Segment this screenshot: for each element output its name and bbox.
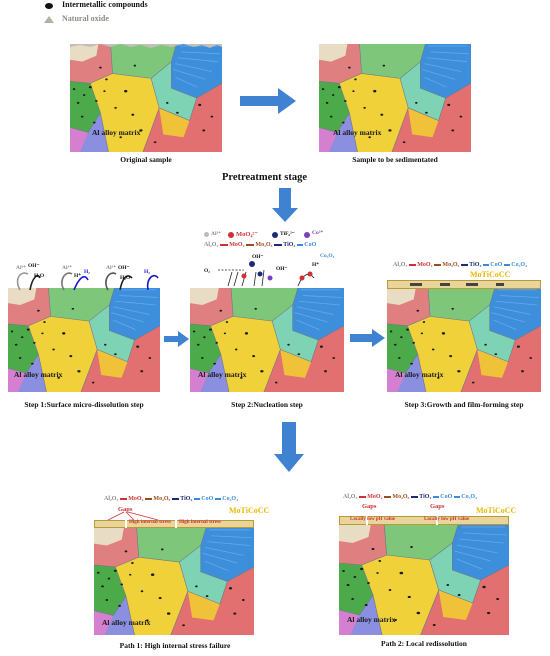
co-icon — [304, 232, 310, 238]
arrow-right-icon — [164, 331, 189, 347]
panel-path1: Al alloy matrix — [94, 528, 254, 635]
dissolution-arrows — [16, 272, 159, 291]
legend-intermetallic: Intermetallic compounds — [62, 0, 148, 9]
step1-h2-2: H₂ — [144, 269, 150, 275]
legend-oh-1: OH⁻ — [252, 254, 264, 260]
pretreatment-title: Pretreatment stage — [222, 172, 308, 183]
panel-original: Al alloy matrix — [70, 44, 222, 152]
caption-path1: Path 1: High internal stress failure — [119, 641, 231, 650]
arrow-down-icon — [272, 188, 298, 222]
matrix-label: Al alloy matrix — [333, 128, 382, 137]
caption-path2: Path 2: Local redissolution — [381, 639, 467, 648]
path1-coating-layer: High internal stress High internal stres… — [94, 520, 254, 528]
matrix-label: Al alloy matrix — [395, 370, 444, 379]
step1-h2-1: H₂ — [84, 269, 90, 275]
tif6-icon — [272, 232, 278, 238]
arrow-down-icon — [274, 422, 304, 472]
step1-h2o-2: H₂O — [120, 275, 131, 281]
step1-al-2: Al³⁺ — [62, 265, 73, 271]
oxide-legend-icon — [44, 16, 54, 23]
matrix-label: Al alloy matrix — [102, 618, 151, 627]
arrow-right-icon — [240, 88, 296, 114]
coating-layer — [387, 280, 541, 289]
caption-step3: Step 3:Growth and film-forming step — [404, 400, 524, 409]
grain-structure — [70, 44, 222, 152]
path2-gaps-2: Gaps — [430, 503, 445, 510]
path2-ph-2: Locally low pH value — [424, 517, 470, 522]
legend-co3o4: Co₃O₄ — [320, 253, 335, 259]
panel-sedimented: Al alloy matrix — [319, 44, 471, 152]
legend-al: Al³⁺ — [211, 231, 222, 237]
path1-gaps: Gaps — [118, 506, 133, 513]
step1-oh-1: OH⁻ — [28, 263, 40, 269]
path2-oxides: Al₂O₃ MoO₂ Mo₂O₅ TiO₂ CoO Co₃O₄ — [343, 494, 477, 500]
step1-h: H⁺ — [74, 273, 82, 279]
legend-oh-2: OH⁻ — [276, 266, 288, 272]
caption-step1: Step 1:Surface micro-dissolution step — [24, 400, 144, 409]
moo4-icon — [228, 232, 234, 238]
al-ion-icon — [204, 232, 209, 237]
caption-original: Original sample — [120, 155, 172, 164]
step2-oxide-row-1: Al₂O₃ MoO₂ Mo₂O₅ TiO₂ CoO — [204, 242, 317, 248]
legend-moo4: MoO₄²⁻ — [236, 231, 258, 238]
path1-oxides: Al₂O₃ MoO₂ Mo₂O₅ TiO₂ CoO Co₃O₄ — [104, 496, 238, 502]
step3-oxides: Al₂O₃ MoO₂ Mo₂O₅ TiO₂ CoO Co₃O₄ — [393, 262, 527, 268]
step1-oh-2: OH⁻ — [118, 265, 130, 271]
coating-label: MoTiCoCC — [470, 270, 511, 279]
matrix-label: Al alloy matrix — [347, 615, 396, 624]
legend-co: Co²⁺ — [312, 230, 324, 236]
step1-al-3: Al³⁺ — [106, 265, 117, 271]
legend-o2: O₂ — [204, 268, 210, 274]
arrow-right-icon — [350, 329, 385, 347]
step2-legend: Al³⁺ MoO₄²⁻ TiF₆²⁻ Co²⁺ Al₂O₃ MoO₂ Mo₂O₅… — [204, 230, 354, 288]
panel-step2: Al alloy matrix — [190, 288, 344, 392]
caption-sedimented: Sample to be sedimentated — [352, 155, 438, 164]
step1-h2o: H₂O — [34, 273, 45, 279]
path2-ph-1: Locally low pH value — [350, 517, 396, 522]
matrix-label: Al alloy matrix — [92, 128, 141, 137]
legend-h: H⁺ — [312, 262, 320, 268]
path1-stress-2: High internal stress — [179, 520, 221, 525]
nucleation-bonds — [218, 261, 315, 287]
path1-gap-arrows — [107, 511, 159, 521]
panel-step3: Al alloy matrix — [387, 288, 541, 392]
intermetallic-legend-icon — [45, 3, 53, 9]
panel-path2: Al alloy matrix — [339, 525, 509, 635]
step1-al-1: Al³⁺ — [16, 265, 27, 271]
path1-stress-1: High internal stress — [129, 520, 171, 525]
path2-coating-layer: Locally low pH value Locally low pH valu… — [339, 516, 509, 525]
matrix-label: Al alloy matrix — [198, 370, 247, 379]
matrix-label: Al alloy matrix — [14, 370, 63, 379]
legend-oxide: Natural oxide — [62, 14, 109, 23]
caption-step2: Step 2:Nucleation step — [231, 400, 303, 409]
path2-gaps-1: Gaps — [362, 503, 377, 510]
path1-coating-label: MoTiCoCC — [229, 506, 270, 515]
panel-step1: Al alloy matrix — [8, 288, 160, 392]
legend-tif6: TiF₆²⁻ — [280, 231, 295, 237]
path2-coating-label: MoTiCoCC — [476, 506, 517, 515]
